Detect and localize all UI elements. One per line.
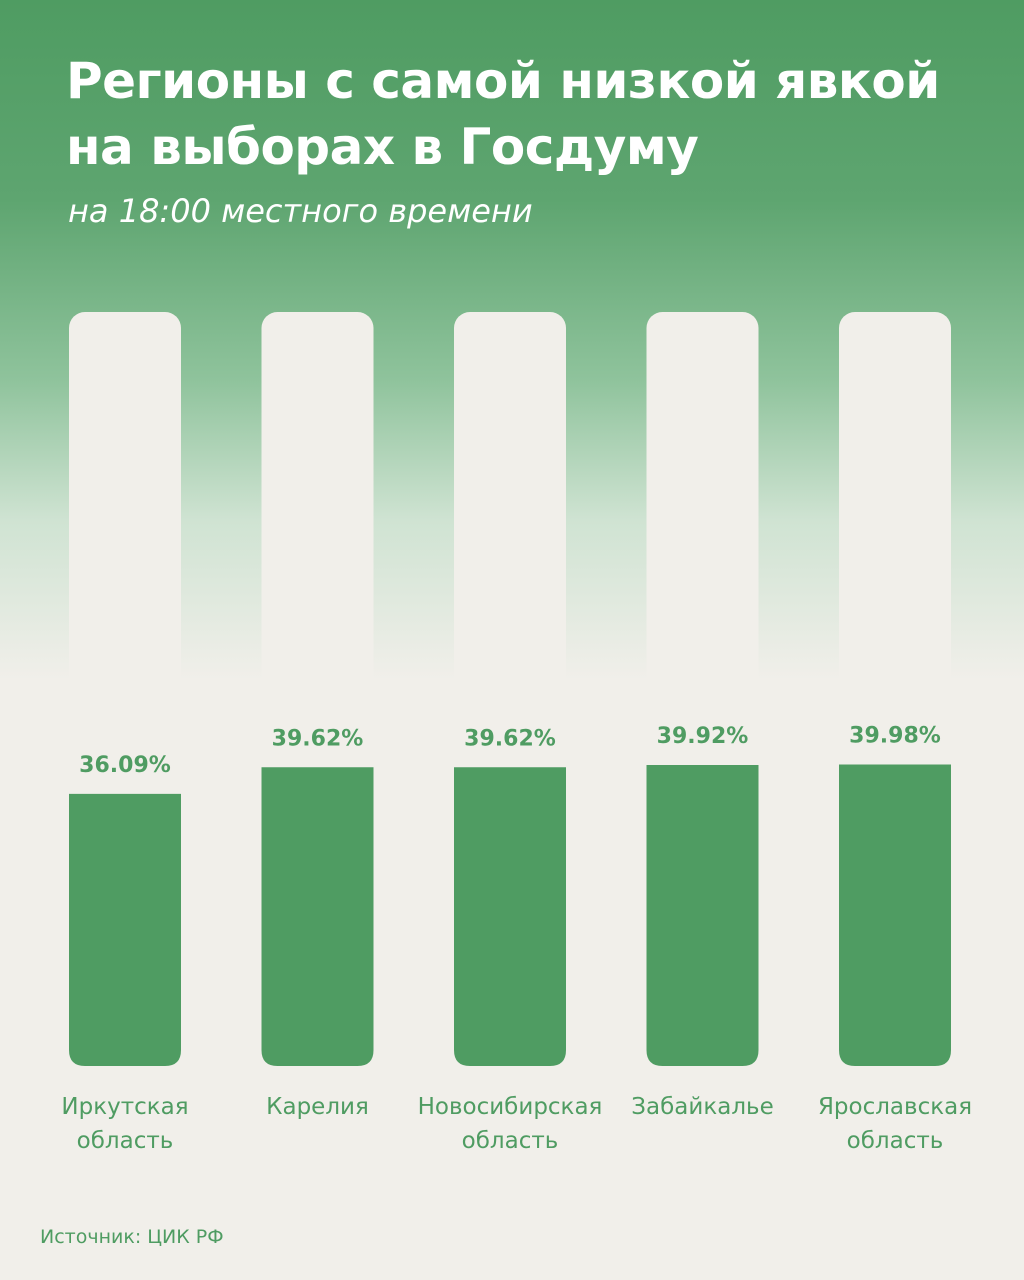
source: Источник: ЦИК РФ <box>40 1226 224 1248</box>
value-label: 39.62% <box>464 726 556 751</box>
bar <box>646 765 759 1066</box>
chart-title: Регионы с самой низкой явкой на выборах … <box>66 52 940 176</box>
value-label: 39.98% <box>849 724 941 749</box>
x-tick-label: Иркутская область <box>61 1094 189 1154</box>
x-tick-label: Забайкалье <box>631 1094 774 1120</box>
bar <box>839 764 951 1066</box>
bar <box>261 767 374 1066</box>
value-label: 36.09% <box>79 753 171 778</box>
x-tick-label: Ярославская область <box>817 1094 973 1154</box>
x-tick-label: Новосибирская область <box>417 1094 603 1154</box>
x-tick-label: Карелия <box>266 1094 369 1120</box>
value-label: 39.62% <box>272 726 364 751</box>
chart-subtitle: на 18:00 местного времени <box>68 192 533 230</box>
bar <box>454 767 566 1066</box>
value-label: 39.92% <box>657 724 749 749</box>
bar <box>69 793 181 1066</box>
